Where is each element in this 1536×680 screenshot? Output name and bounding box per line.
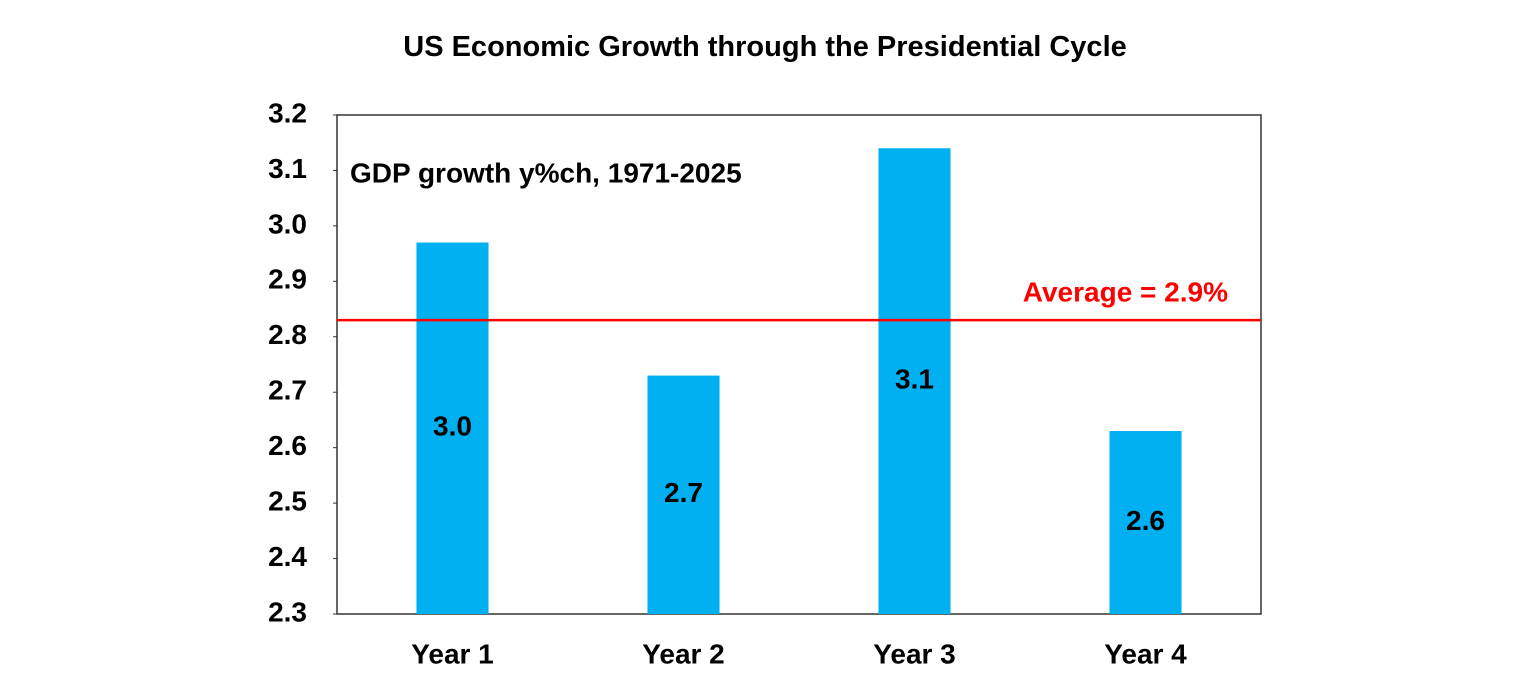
average-label: Average = 2.9%	[1023, 277, 1228, 308]
bar	[416, 242, 489, 614]
y-tick-label: 2.3	[268, 596, 307, 627]
bar	[1109, 431, 1182, 614]
y-tick-label: 2.6	[268, 430, 307, 461]
y-tick-label: 2.7	[268, 375, 307, 406]
value-label: 3.1	[895, 364, 934, 395]
subtitle: GDP growth y%ch, 1971-2025	[350, 157, 742, 188]
y-tick-label: 2.8	[268, 319, 307, 350]
y-tick-label: 2.4	[268, 541, 307, 572]
x-tick-label: Year 2	[642, 638, 725, 669]
bar	[878, 148, 951, 614]
value-label: 2.7	[664, 477, 703, 508]
y-tick-label: 2.5	[268, 486, 307, 517]
value-label: 3.0	[433, 411, 472, 442]
value-label: 2.6	[1126, 505, 1165, 536]
y-tick-label: 3.2	[268, 97, 307, 128]
x-tick-label: Year 1	[411, 638, 494, 669]
plot-frame	[336, 114, 1262, 615]
y-tick-label: 3.1	[268, 153, 307, 184]
y-tick-label: 3.0	[268, 208, 307, 239]
chart-title: US Economic Growth through the President…	[403, 31, 1127, 63]
x-tick-label: Year 4	[1104, 638, 1187, 669]
x-tick-label: Year 3	[873, 638, 956, 669]
bar	[647, 375, 720, 614]
y-tick-label: 2.9	[268, 264, 307, 295]
